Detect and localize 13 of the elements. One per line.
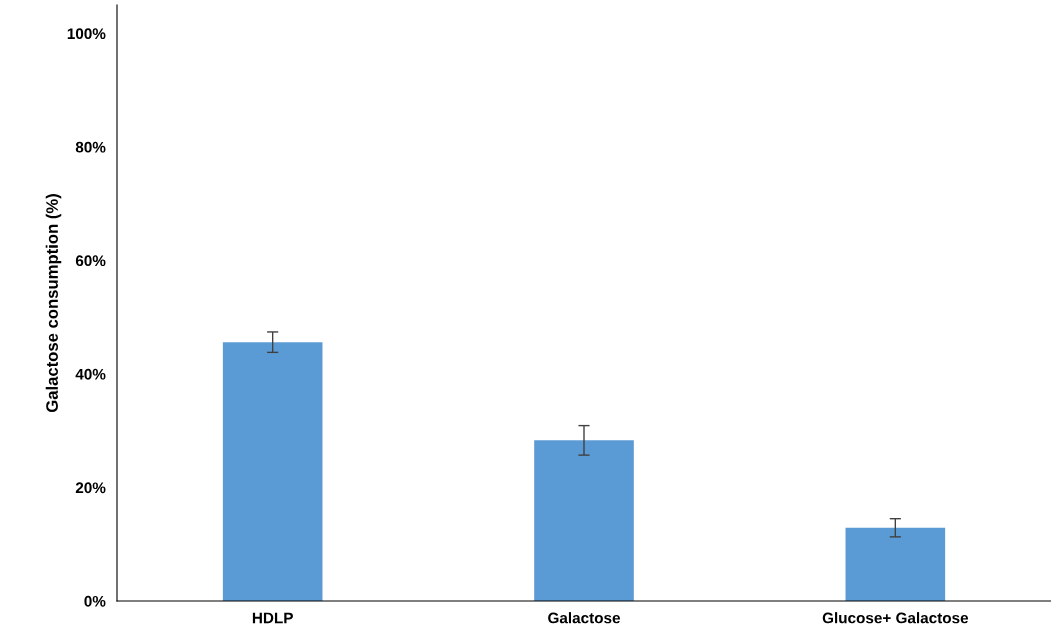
y-tick-label: 60% [75, 255, 106, 267]
bar [222, 342, 323, 601]
x-tick-label: Galactose [548, 612, 620, 624]
y-tick-label: 0% [84, 595, 106, 607]
bar [845, 527, 946, 601]
y-tick-label: 80% [75, 141, 106, 153]
y-tick-label: 20% [75, 482, 106, 494]
y-axis-title: Galactose consumption (%) [45, 194, 62, 413]
y-tick-label: 40% [75, 368, 106, 380]
y-tick-label: 100% [67, 28, 106, 40]
bar [534, 440, 634, 601]
x-tick-label: HDLP [252, 612, 293, 624]
x-tick-label: Glucose+ Galactose [822, 612, 969, 624]
